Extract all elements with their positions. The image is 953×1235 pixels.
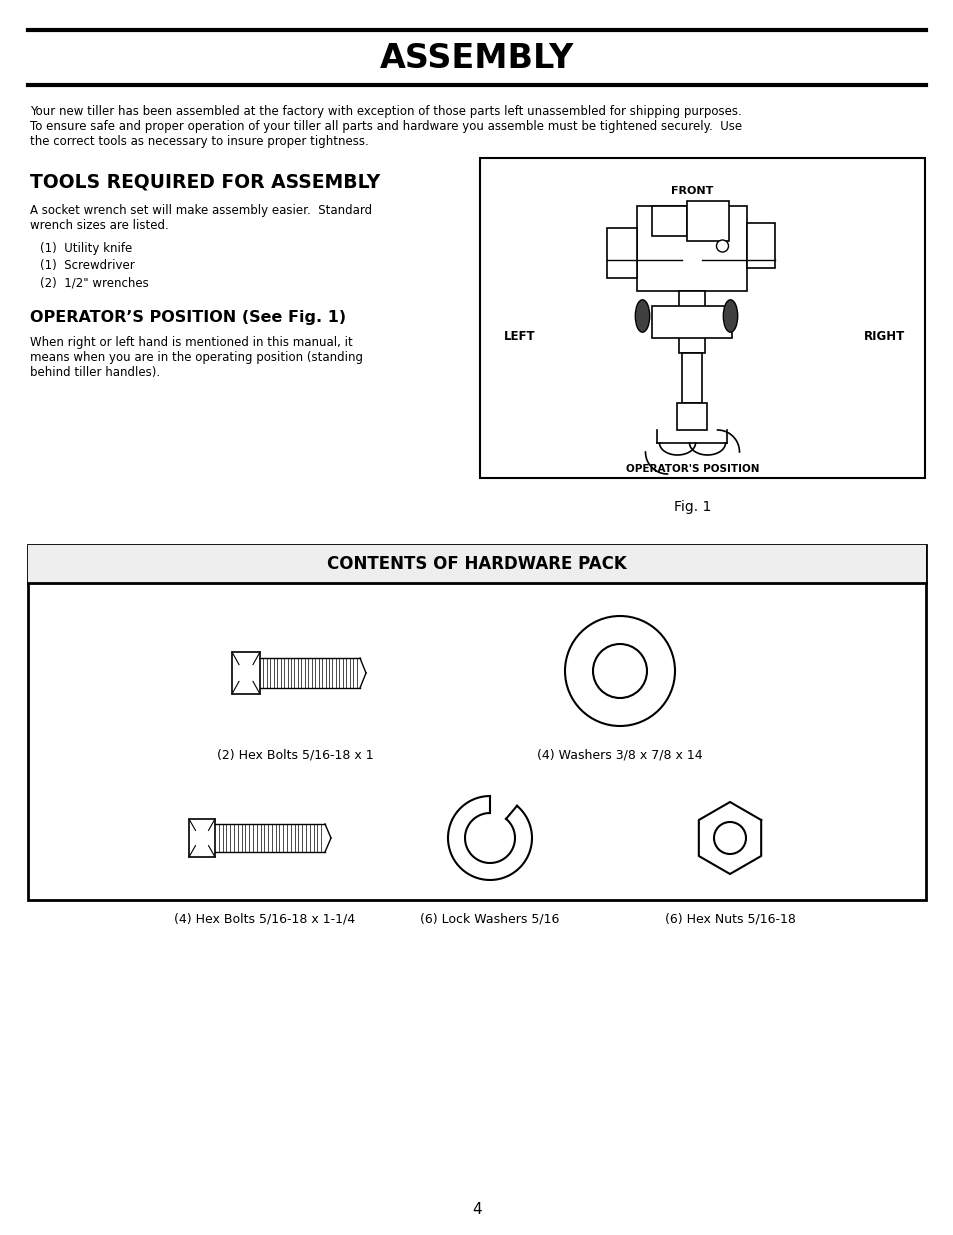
Text: CONTENTS OF HARDWARE PACK: CONTENTS OF HARDWARE PACK — [327, 555, 626, 573]
Bar — [189, 819, 214, 857]
Bar — [607, 228, 637, 278]
Text: (1)  Utility knife: (1) Utility knife — [40, 242, 132, 254]
Text: When right or left hand is mentioned in this manual, it: When right or left hand is mentioned in … — [30, 336, 353, 350]
Text: the correct tools as necessary to insure proper tightness.: the correct tools as necessary to insure… — [30, 135, 369, 148]
Circle shape — [593, 643, 646, 698]
Bar — [652, 306, 732, 338]
Text: (6) Lock Washers 5/16: (6) Lock Washers 5/16 — [420, 913, 559, 926]
Text: behind tiller handles).: behind tiller handles). — [30, 366, 160, 379]
Bar — [28, 545, 925, 583]
Text: FRONT: FRONT — [671, 186, 713, 196]
Text: To ensure safe and proper operation of your tiller all parts and hardware you as: To ensure safe and proper operation of y… — [30, 120, 741, 133]
Ellipse shape — [635, 300, 649, 332]
Text: LEFT: LEFT — [503, 330, 536, 342]
Bar — [28, 545, 925, 900]
Text: (1)  Screwdriver: (1) Screwdriver — [40, 259, 134, 272]
Bar — [679, 291, 705, 353]
Circle shape — [564, 616, 675, 726]
Bar — [479, 158, 924, 478]
Text: OPERATOR'S POSITION: OPERATOR'S POSITION — [625, 464, 759, 474]
Bar — [747, 224, 775, 268]
Text: wrench sizes are listed.: wrench sizes are listed. — [30, 219, 169, 232]
Text: RIGHT: RIGHT — [863, 330, 904, 342]
Text: ASSEMBLY: ASSEMBLY — [379, 42, 574, 74]
Text: A socket wrench set will make assembly easier.  Standard: A socket wrench set will make assembly e… — [30, 204, 372, 217]
Text: TOOLS REQUIRED FOR ASSEMBLY: TOOLS REQUIRED FOR ASSEMBLY — [30, 172, 380, 191]
Text: 4: 4 — [472, 1203, 481, 1218]
Ellipse shape — [722, 300, 737, 332]
Circle shape — [713, 823, 745, 853]
Text: (2) Hex Bolts 5/16-18 x 1: (2) Hex Bolts 5/16-18 x 1 — [216, 748, 373, 761]
Text: (4) Washers 3/8 x 7/8 x 14: (4) Washers 3/8 x 7/8 x 14 — [537, 748, 702, 761]
Text: Fig. 1: Fig. 1 — [673, 500, 710, 514]
Bar — [681, 353, 701, 403]
Text: means when you are in the operating position (standing: means when you are in the operating posi… — [30, 351, 363, 364]
Bar — [652, 206, 687, 236]
Text: OPERATOR’S POSITION (See Fig. 1): OPERATOR’S POSITION (See Fig. 1) — [30, 310, 346, 325]
Bar — [677, 403, 707, 430]
Bar — [687, 201, 729, 241]
Circle shape — [716, 240, 728, 252]
Bar — [232, 652, 260, 694]
Text: Your new tiller has been assembled at the factory with exception of those parts : Your new tiller has been assembled at th… — [30, 105, 741, 119]
Text: (4) Hex Bolts 5/16-18 x 1-1/4: (4) Hex Bolts 5/16-18 x 1-1/4 — [174, 913, 355, 926]
Bar — [637, 206, 747, 291]
Text: (6) Hex Nuts 5/16-18: (6) Hex Nuts 5/16-18 — [664, 913, 795, 926]
Text: (2)  1/2" wrenches: (2) 1/2" wrenches — [40, 275, 149, 289]
